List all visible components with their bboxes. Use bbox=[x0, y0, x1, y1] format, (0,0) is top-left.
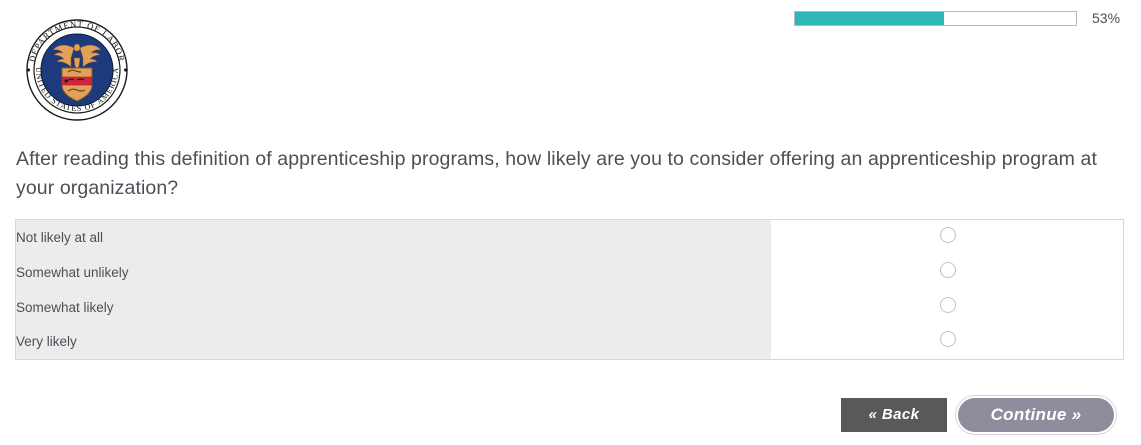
option-radio-cell[interactable] bbox=[771, 254, 1124, 290]
option-radio-cell[interactable] bbox=[771, 219, 1124, 255]
radio-button-very-likely[interactable] bbox=[940, 331, 956, 348]
progress-bar: 53% bbox=[794, 9, 1124, 27]
back-button[interactable]: « Back bbox=[841, 398, 947, 432]
navigation-buttons: « Back Continue » bbox=[841, 396, 1116, 434]
table-row[interactable]: Very likely bbox=[15, 324, 1124, 360]
option-radio-cell[interactable] bbox=[771, 324, 1124, 360]
department-of-labor-seal: DEPARTMENT OF LABOR UNITED STATES OF AME… bbox=[15, 13, 139, 123]
radio-button-somewhat-unlikely[interactable] bbox=[940, 261, 956, 278]
option-label-cell: Somewhat likely bbox=[15, 289, 771, 325]
continue-button[interactable]: Continue » bbox=[956, 396, 1116, 434]
progress-fill bbox=[795, 11, 944, 25]
question-text: After reading this definition of apprent… bbox=[16, 148, 1098, 199]
option-radio-cell[interactable] bbox=[771, 289, 1124, 325]
option-label-cell: Not likely at all bbox=[15, 219, 771, 255]
answer-options-table: Not likely at all Somewhat unlikely Some… bbox=[15, 219, 1124, 360]
table-row[interactable]: Somewhat likely bbox=[15, 289, 1124, 325]
table-row[interactable]: Somewhat unlikely bbox=[15, 254, 1124, 290]
radio-button-not-likely-at-all[interactable] bbox=[940, 226, 956, 243]
table-row[interactable]: Not likely at all bbox=[15, 219, 1124, 255]
progress-percent-label: 53% bbox=[1092, 10, 1121, 26]
option-label-cell: Very likely bbox=[15, 324, 771, 360]
progress-track bbox=[794, 10, 1077, 26]
option-label-cell: Somewhat unlikely bbox=[15, 254, 771, 290]
radio-button-somewhat-likely[interactable] bbox=[940, 296, 956, 313]
